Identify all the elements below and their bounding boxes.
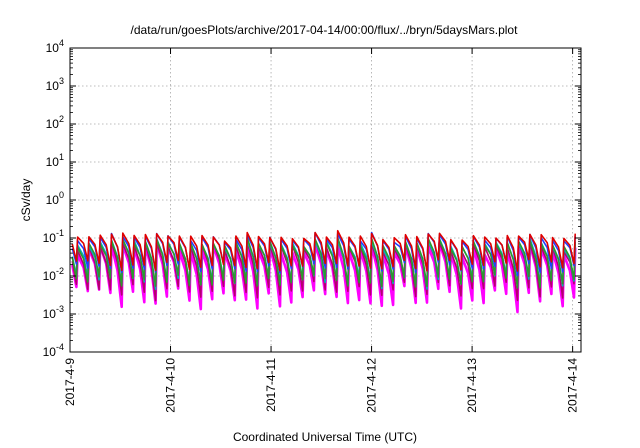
x-tick-label: 2017-4-10	[164, 358, 178, 413]
x-tick-label: 2017-4-14	[566, 358, 580, 413]
y-tick-label: 104	[46, 38, 64, 55]
y-tick-label: 10-1	[43, 228, 64, 245]
x-tick-label: 2017-4-12	[365, 358, 379, 413]
y-tick-label: 10-3	[43, 304, 64, 321]
y-axis-label: cSv/day	[19, 179, 33, 222]
x-tick-label: 2017-4-9	[63, 358, 77, 406]
series-line-5	[71, 229, 576, 272]
y-tick-label: 103	[46, 76, 64, 93]
y-tick-label: 102	[46, 114, 64, 131]
x-tick-label: 2017-4-11	[264, 358, 278, 412]
y-axis: 10-4 10-3 10-2 10-1 100 101 102 103 104	[43, 38, 581, 359]
x-axis: 2017-4-9 2017-4-10 2017-4-11 2017-4-12 2017-…	[63, 48, 580, 413]
chart-title: /data/run/goesPlots/archive/2017-04-14/0…	[131, 23, 519, 37]
y-tick-label: 100	[46, 190, 64, 207]
y-tick-label: 10-4	[43, 342, 64, 359]
x-axis-label: Coordinated Universal Time (UTC)	[233, 430, 417, 444]
series-group	[71, 229, 577, 314]
x-tick-label: 2017-4-13	[465, 358, 479, 413]
y-tick-label: 10-2	[43, 266, 64, 283]
y-tick-label: 101	[46, 152, 64, 169]
grid	[70, 48, 581, 352]
